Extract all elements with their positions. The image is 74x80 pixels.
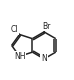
Text: Br: Br xyxy=(42,22,51,31)
Text: N: N xyxy=(41,54,47,63)
Text: Cl: Cl xyxy=(11,25,18,34)
Text: NH: NH xyxy=(14,52,25,61)
